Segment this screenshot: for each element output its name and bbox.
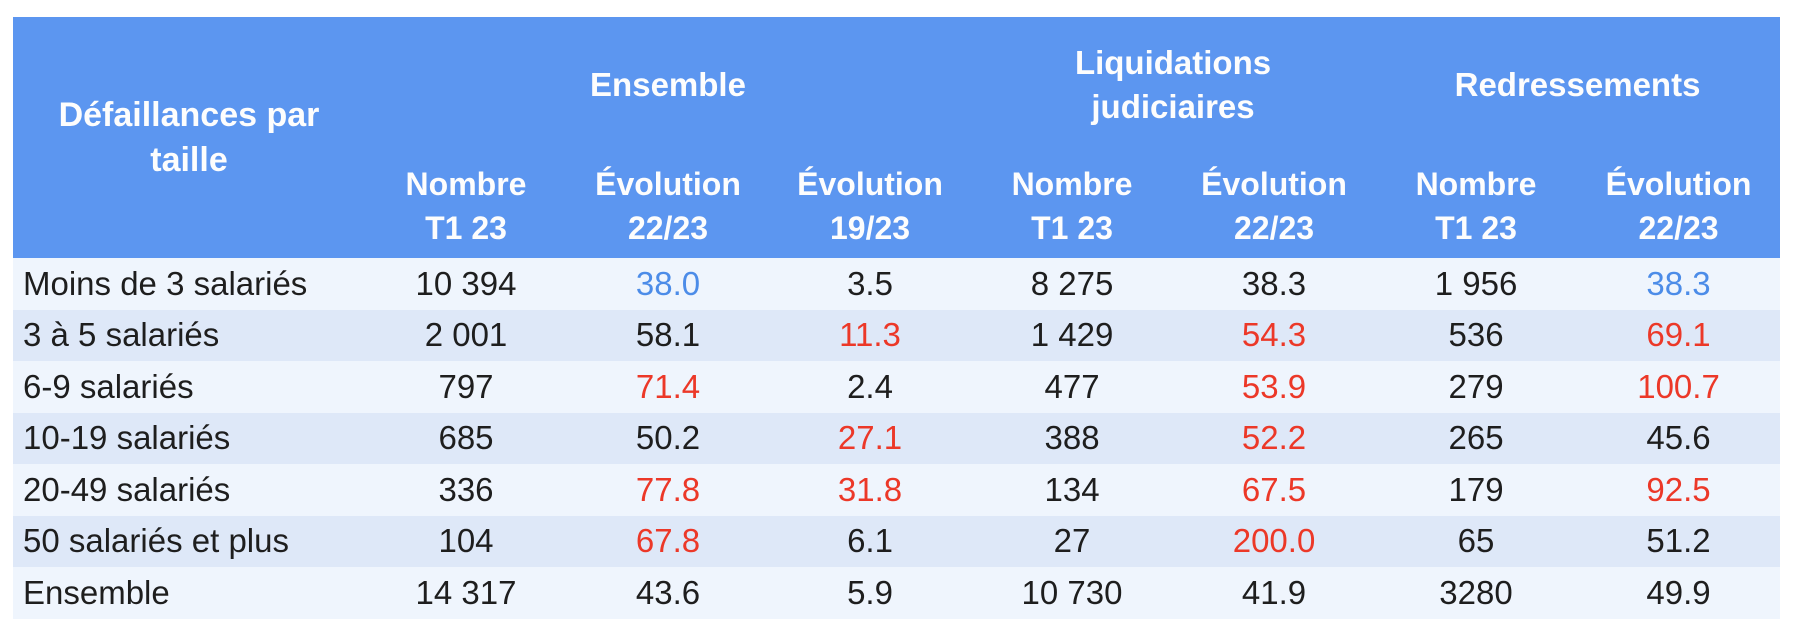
cell-value: 52.2 (1173, 412, 1376, 464)
column-header-line1: Nombre (1415, 165, 1537, 202)
cell-value: 53.9 (1173, 361, 1376, 413)
table-header: Défaillances par taille Ensemble Liquida… (13, 17, 1781, 258)
cell-value: 11.3 (769, 309, 972, 361)
cell-value: 536 (1375, 309, 1578, 361)
cell-value: 10 394 (365, 258, 567, 310)
cell-value: 31.8 (769, 464, 972, 516)
column-header-line2: 19/23 (829, 209, 911, 246)
cell-value: 43.6 (567, 567, 769, 619)
column-header-line1: Nombre (1011, 165, 1133, 202)
column-header-line2: T1 23 (425, 209, 507, 246)
cell-value: 8 275 (971, 258, 1174, 310)
cell-value: 797 (365, 361, 567, 413)
column-header-redressements-evolution-22-23: Évolution 22/23 (1577, 153, 1781, 258)
table-row-3-a-5-salaries: 3 à 5 salariés 2 001 58.1 11.3 1 429 54.… (13, 309, 1781, 361)
group-header-ensemble: Ensemble (365, 17, 972, 153)
column-header-liquidations-evolution-22-23: Évolution 22/23 (1173, 153, 1376, 258)
cell-value: 134 (971, 464, 1174, 516)
column-header-line2: 22/23 (1638, 209, 1719, 246)
table-body: Moins de 3 salariés 10 394 38.0 3.5 8 27… (13, 258, 1781, 619)
cell-value: 100.7 (1577, 361, 1781, 413)
row-label: 10-19 salariés (13, 412, 365, 464)
cell-value: 10 730 (971, 567, 1174, 619)
cell-value: 50.2 (567, 412, 769, 464)
table-row-10-19-salaries: 10-19 salariés 685 50.2 27.1 388 52.2 26… (13, 412, 1781, 464)
cell-value: 477 (971, 361, 1174, 413)
cell-value: 41.9 (1173, 567, 1376, 619)
group-header-row: Défaillances par taille Ensemble Liquida… (13, 17, 1781, 258)
cell-value: 49.9 (1577, 567, 1781, 619)
row-label: 6-9 salariés (13, 361, 365, 413)
cell-value: 58.1 (567, 309, 769, 361)
table-row-50-salaries-et-plus: 50 salariés et plus 104 67.8 6.1 27 200.… (13, 515, 1781, 567)
table-row-20-49-salaries: 20-49 salariés 336 77.8 31.8 134 67.5 17… (13, 464, 1781, 516)
cell-value: 1 429 (971, 309, 1174, 361)
cell-value: 77.8 (567, 464, 769, 516)
cell-value: 3.5 (769, 258, 972, 310)
column-header-row: Nombre T1 23 Évolution 22/23 Évolution 1… (13, 153, 1781, 258)
column-header-ensemble-nombre: Nombre T1 23 (365, 153, 567, 258)
row-label: 3 à 5 salariés (13, 309, 365, 361)
column-header-line1: Évolution (1605, 165, 1752, 202)
row-label: 20-49 salariés (13, 464, 365, 516)
cell-value: 200.0 (1173, 515, 1376, 567)
cell-value: 14 317 (365, 567, 567, 619)
cell-value: 71.4 (567, 361, 769, 413)
column-header-line2: T1 23 (1435, 209, 1517, 246)
column-header-ensemble-evolution-19-23: Évolution 19/23 (769, 153, 972, 258)
table-row-ensemble-total: Ensemble 14 317 43.6 5.9 10 730 41.9 328… (13, 567, 1781, 619)
cell-value: 1 956 (1375, 258, 1578, 310)
cell-value: 179 (1375, 464, 1578, 516)
cell-value: 69.1 (1577, 309, 1781, 361)
cell-value: 388 (971, 412, 1174, 464)
column-header-line1: Évolution (797, 165, 943, 202)
cell-value: 685 (365, 412, 567, 464)
cell-value: 279 (1375, 361, 1578, 413)
cell-value: 336 (365, 464, 567, 516)
row-label: Moins de 3 salariés (13, 258, 365, 310)
cell-value: 104 (365, 515, 567, 567)
cell-value: 38.3 (1577, 258, 1781, 310)
cell-value: 27.1 (769, 412, 972, 464)
cell-value: 38.3 (1173, 258, 1376, 310)
group-header-redressements: Redressements (1375, 17, 1781, 153)
column-header-ensemble-evolution-22-23: Évolution 22/23 (567, 153, 769, 258)
column-header-line1: Nombre (405, 165, 527, 202)
cell-value: 67.5 (1173, 464, 1376, 516)
group-header-liquidations-judiciaires: Liquidations judiciaires (971, 17, 1376, 153)
column-header-line2: 22/23 (1233, 209, 1315, 246)
cell-value: 3280 (1375, 567, 1578, 619)
cell-value: 2 001 (365, 309, 567, 361)
cell-value: 38.0 (567, 258, 769, 310)
cell-value: 51.2 (1577, 515, 1781, 567)
cell-value: 265 (1375, 412, 1578, 464)
row-label-header: Défaillances par taille (13, 17, 365, 258)
cell-value: 6.1 (769, 515, 972, 567)
table-row-6-9-salaries: 6-9 salariés 797 71.4 2.4 477 53.9 279 1… (13, 361, 1781, 413)
cell-value: 67.8 (567, 515, 769, 567)
column-header-line2: 22/23 (627, 209, 709, 246)
row-label: 50 salariés et plus (13, 515, 365, 567)
column-header-line2: T1 23 (1031, 209, 1113, 246)
cell-value: 45.6 (1577, 412, 1781, 464)
cell-value: 27 (971, 515, 1174, 567)
failures-by-size-table: Défaillances par taille Ensemble Liquida… (13, 17, 1781, 619)
row-label: Ensemble (13, 567, 365, 619)
cell-value: 92.5 (1577, 464, 1781, 516)
column-header-redressements-nombre: Nombre T1 23 (1375, 153, 1578, 258)
cell-value: 54.3 (1173, 309, 1376, 361)
cell-value: 2.4 (769, 361, 972, 413)
cell-value: 5.9 (769, 567, 972, 619)
column-header-line1: Évolution (1201, 165, 1347, 202)
column-header-line1: Évolution (595, 165, 741, 202)
cell-value: 65 (1375, 515, 1578, 567)
column-header-liquidations-nombre: Nombre T1 23 (971, 153, 1174, 258)
table-row-moins-de-3-salaries: Moins de 3 salariés 10 394 38.0 3.5 8 27… (13, 258, 1781, 310)
